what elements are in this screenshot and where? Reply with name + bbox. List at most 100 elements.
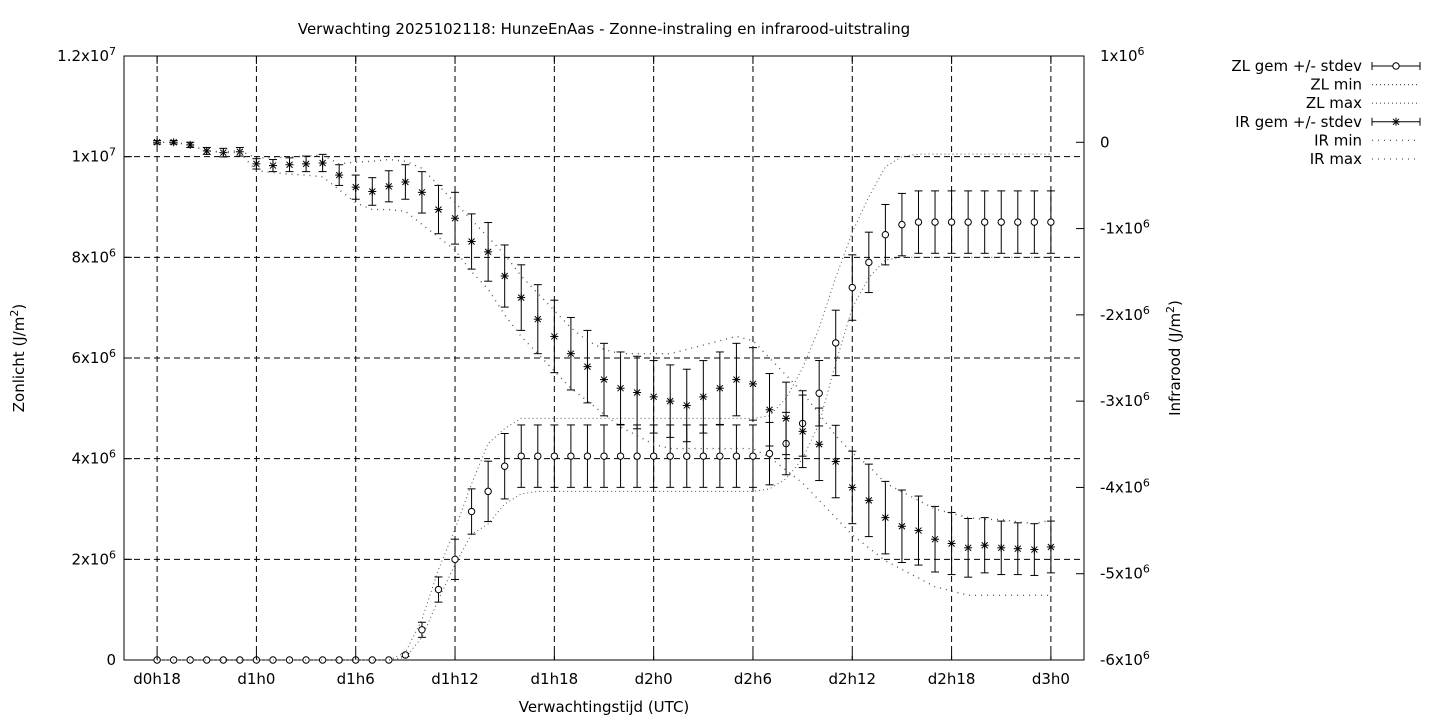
data-point (897, 522, 906, 531)
data-point (914, 218, 923, 226)
y-left-tick-label-sup: 7 (109, 45, 116, 58)
y-left-tick-label-sup: 6 (109, 448, 116, 461)
data-point (566, 349, 575, 358)
star-stroke (484, 248, 492, 256)
data-point (964, 218, 972, 226)
data-point (269, 656, 277, 664)
star-stroke (517, 294, 525, 301)
data-point (335, 656, 343, 664)
data-point (517, 293, 526, 302)
star-stroke (815, 440, 823, 448)
y-axis-right-label-base: Infrarood (J/m (1166, 313, 1184, 416)
y-axis-right-label-tail: ) (1166, 300, 1184, 306)
data-point (765, 449, 774, 458)
data-point (980, 218, 989, 226)
x-tick-label: d1h12 (431, 670, 479, 688)
y-left-tick-label: 6x106 (71, 347, 116, 367)
star-stroke (848, 484, 856, 491)
data-point (947, 218, 956, 226)
x-tick-label: d2h0 (635, 670, 673, 688)
data-point (517, 452, 525, 460)
data-point (1013, 544, 1022, 553)
y-left-tick-label-base: 2x10 (71, 550, 109, 568)
data-point (583, 452, 592, 460)
legend-label: ZL max (1306, 94, 1362, 112)
y-left-tick-label-base: 1x10 (71, 148, 109, 166)
star-stroke (418, 188, 426, 196)
y-right-tick-label-base: -5x10 (1100, 565, 1143, 583)
data-point (268, 161, 277, 170)
star-stroke (1030, 546, 1038, 553)
y-right-tick-label-sup: 6 (1143, 649, 1150, 662)
data-point (235, 147, 244, 156)
data-point (682, 401, 691, 410)
y-left-tick-label-sup: 6 (109, 246, 116, 259)
y-right-tick-label: -5x106 (1100, 563, 1150, 583)
y-axis-left-label-tail: ) (10, 304, 28, 310)
y-right-tick-label-base: 1x10 (1100, 47, 1138, 65)
series-zl-gem-stdev (153, 190, 1055, 664)
data-point (335, 171, 344, 180)
data-point (533, 315, 542, 324)
x-tick-label: d2h12 (828, 670, 876, 688)
x-tick-label: d1h6 (337, 670, 375, 688)
star-stroke (550, 333, 558, 340)
star-stroke (368, 188, 376, 195)
data-point (798, 427, 807, 436)
y-axis-left-label: Zonlicht (J/m2) (8, 304, 28, 413)
data-point (318, 656, 327, 664)
star-stroke (319, 159, 326, 167)
data-point (417, 188, 426, 197)
y-left-tick-label-base: 0 (106, 651, 116, 669)
data-point (931, 218, 939, 226)
star-stroke (716, 384, 724, 392)
star-stroke (501, 272, 509, 280)
data-point (848, 283, 856, 292)
legend-label: IR gem +/- stdev (1235, 113, 1362, 131)
data-point (1047, 218, 1055, 226)
star-stroke (898, 522, 906, 530)
y-left-tick-label: 0 (106, 651, 116, 669)
data-point (351, 183, 360, 192)
data-point (914, 526, 923, 535)
data-point (434, 585, 443, 594)
data-point (583, 362, 592, 371)
star-stroke (236, 148, 244, 156)
y-left-tick-label-base: 1.2x10 (57, 47, 109, 65)
data-point (782, 414, 791, 423)
data-point (633, 452, 641, 460)
y-left-tick-label: 8x106 (71, 246, 116, 266)
x-tick-label: d1h18 (531, 670, 579, 688)
y-right-tick-label-sup: 6 (1143, 390, 1150, 403)
y-right-tick-label: -3x106 (1100, 390, 1150, 410)
star-stroke (451, 214, 459, 222)
y-axis-left-label-sup: 2 (8, 310, 21, 317)
data-point (600, 375, 608, 384)
data-point (715, 384, 724, 393)
star-stroke (931, 535, 939, 543)
star-stroke (799, 427, 806, 435)
star-stroke (402, 178, 409, 186)
data-point (864, 496, 873, 505)
star-stroke (584, 363, 591, 370)
chart-title: Verwachting 2025102118: HunzeEnAas - Zon… (298, 20, 910, 38)
star-stroke (435, 206, 442, 213)
data-point (732, 375, 741, 384)
star-stroke (534, 315, 542, 323)
data-point (881, 513, 890, 522)
y-right-tick-label: 0 (1100, 133, 1110, 151)
legend-label: IR max (1310, 150, 1362, 168)
y-left-tick-label-sup: 6 (109, 548, 116, 561)
y-axis-right-label: Infrarood (J/m2) (1164, 300, 1184, 416)
data-point (815, 440, 824, 449)
star-stroke (666, 397, 674, 405)
data-point (765, 405, 774, 414)
star-stroke (749, 380, 757, 388)
data-point (252, 159, 261, 168)
data-point (401, 177, 410, 186)
star-stroke (782, 415, 790, 422)
y-left-tick-label-base: 6x10 (71, 349, 109, 367)
y-axis-left-label-base: Zonlicht (J/m (10, 317, 28, 413)
series-ir-gem-stdev (153, 138, 1055, 578)
data-point (699, 392, 708, 401)
